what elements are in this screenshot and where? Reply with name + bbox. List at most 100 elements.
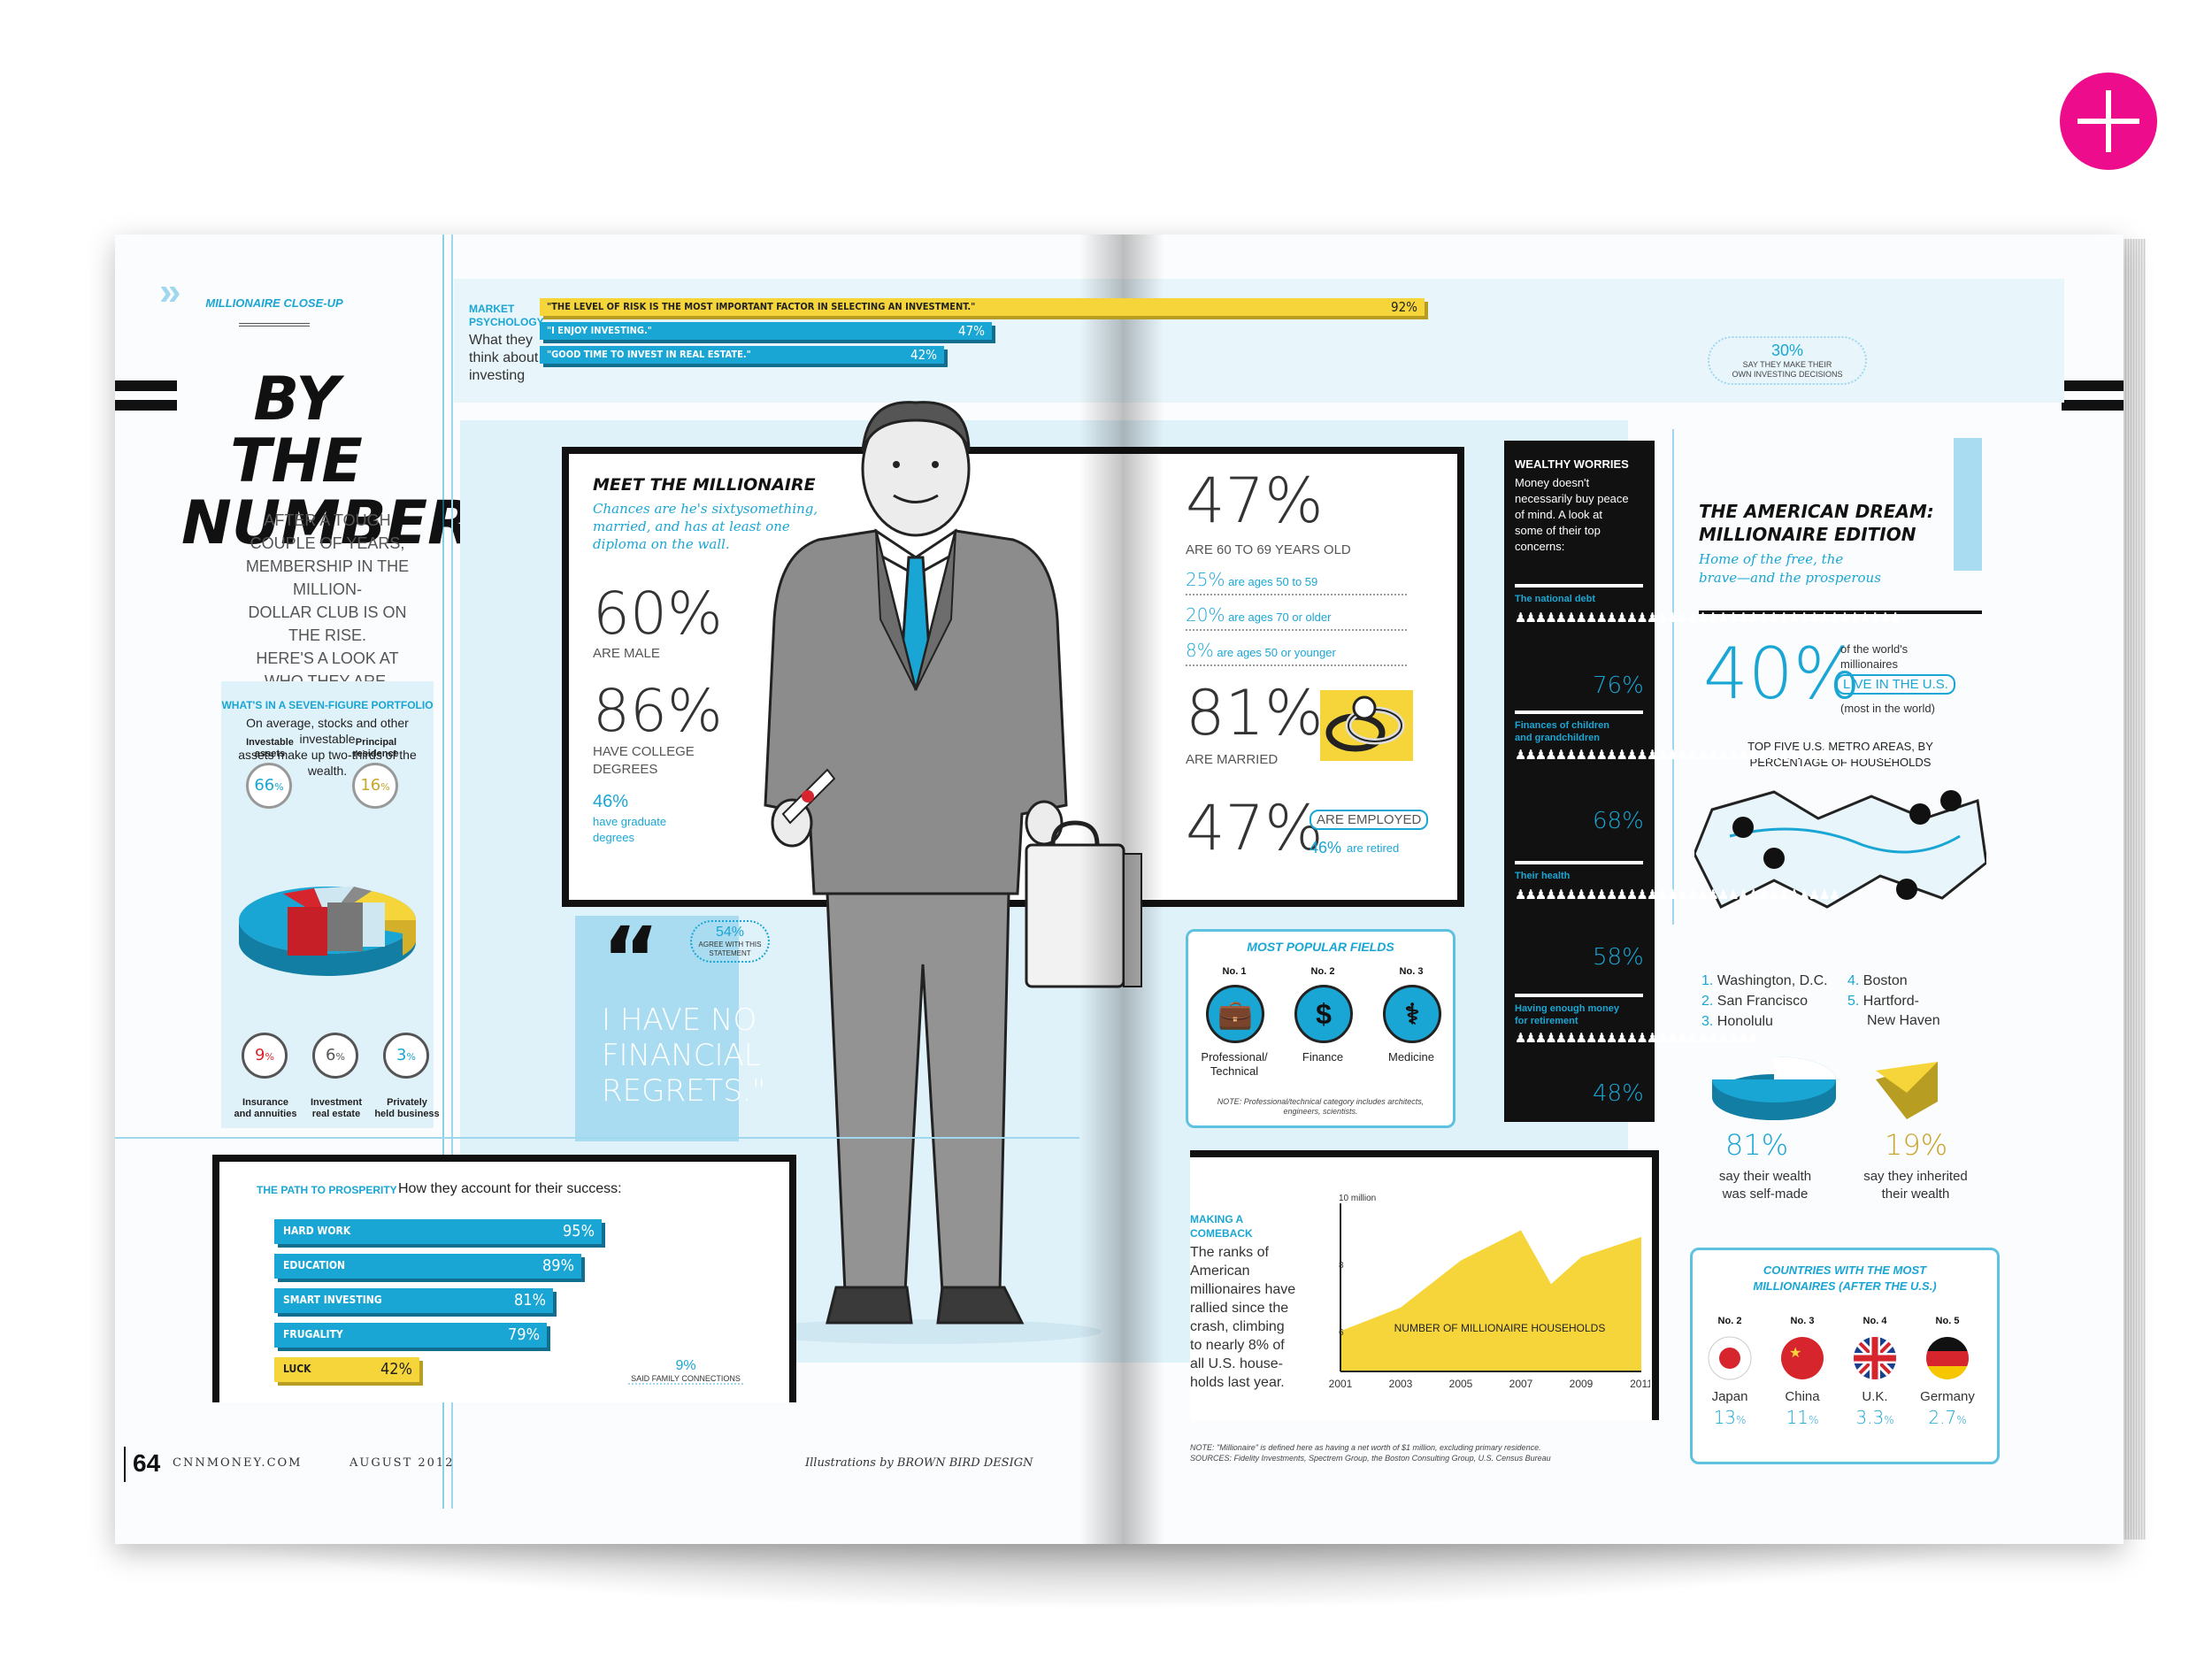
worry-label-line: Having enough money — [1515, 1003, 1619, 1014]
dream-of-world-line: of the world's — [1840, 642, 1909, 656]
path-note-value: 9% — [675, 1358, 696, 1373]
meet-subtitle-line: Chances are he's sixtysomething, — [593, 501, 818, 517]
country-pct-sign: % — [1884, 1414, 1894, 1426]
dream-live-label: LIVE IN THE U.S. — [1836, 674, 1955, 695]
country-value: 3.3% — [1839, 1407, 1910, 1428]
millionaire-illustration — [748, 401, 1142, 1344]
pie-slice-residence-side — [327, 920, 416, 956]
column-rule — [442, 234, 444, 1509]
age-label: are ages 50 or younger — [1213, 646, 1336, 659]
column-rule — [451, 234, 453, 1509]
spine-gutter — [1079, 234, 1164, 1544]
self-made-pie-icon — [1712, 1056, 1836, 1120]
comeback-subtitle-line: all U.S. house- — [1190, 1356, 1283, 1371]
path-bar-value: 79% — [508, 1325, 540, 1344]
path-bar-value: 89% — [542, 1256, 574, 1275]
comeback-subtitle-line: millionaires have — [1190, 1282, 1296, 1297]
worry-divider — [1515, 994, 1643, 997]
worry-label: Finances of children and grandchildren — [1515, 719, 1609, 744]
self-made-label-line: say their wealth — [1718, 1169, 1812, 1184]
portfolio-value-circle: 16% — [352, 763, 398, 809]
worry-value: 76% — [1593, 672, 1644, 699]
portfolio-segment-label-line: Principal — [355, 737, 397, 748]
country-pct-sign: % — [1956, 1414, 1967, 1426]
add-plus-button[interactable] — [2060, 73, 2157, 170]
path-bar: EDUCATION 89% — [274, 1254, 581, 1279]
fields-note: NOTE: Professional/technical category in… — [1186, 1097, 1455, 1117]
path-bar-value: 42% — [380, 1360, 412, 1379]
divider — [1699, 611, 1982, 614]
metro-number: 4. — [1847, 973, 1863, 988]
portfolio-pie-chart — [239, 887, 417, 976]
path-bar: LUCK 42% — [274, 1357, 419, 1382]
path-bar-label: FRUGALITY — [283, 1328, 343, 1340]
comeback-subtitle-line: American — [1190, 1263, 1250, 1279]
path-subtitle: How they account for their success: — [398, 1181, 622, 1196]
inherited-label-line: say they inherited — [1863, 1169, 1968, 1184]
page-stripe — [115, 400, 177, 411]
footer-site: CNNMONEY.COM — [173, 1456, 303, 1470]
fields-title: MOST POPULAR FIELDS — [1247, 940, 1394, 954]
portfolio-segment-label-line: assets — [254, 749, 286, 759]
svg-text:★: ★ — [1789, 1346, 1801, 1361]
market-bar-value: 42% — [910, 347, 937, 363]
market-note-text: SAY THEY MAKE THEIR OWN INVESTING DECISIO… — [1713, 360, 1862, 380]
field-rank: No. 1 — [1222, 966, 1247, 977]
worries-subtitle-line: Money doesn't — [1515, 476, 1590, 489]
market-bar-label: "GOOD TIME TO INVEST IN REAL ESTATE." — [547, 349, 751, 360]
male-label: ARE MALE — [593, 646, 660, 661]
portfolio-subtitle-line: On average, stocks and other investable — [246, 716, 409, 746]
path-bar-label: LUCK — [283, 1363, 311, 1375]
portfolio-value: 6 — [326, 1046, 336, 1064]
page-edges — [2124, 239, 2146, 1540]
employed-value: 47% — [1186, 792, 1324, 864]
age-label: are ages 50 to 59 — [1225, 575, 1318, 588]
metro-item: 2. San Francisco — [1701, 994, 1808, 1010]
quote-line: I HAVE NO — [602, 1002, 757, 1038]
market-label-line: PSYCHOLOGY — [469, 316, 544, 328]
country-rank: No. 4 — [1863, 1316, 1887, 1326]
portfolio-segment-label-line: and annuities — [234, 1109, 297, 1119]
market-subtitle-line: investing — [469, 368, 526, 383]
stethoscope-icon: ⚕ — [1383, 985, 1441, 1043]
country-rank: No. 2 — [1717, 1316, 1742, 1326]
agree-text-line: AGREE WITH THIS — [698, 941, 762, 949]
briefcase-icon: 💼 — [1206, 985, 1264, 1043]
self-made-label-line: was self-made — [1722, 1187, 1809, 1202]
comeback-label: MAKING A COMEBACK — [1190, 1212, 1253, 1240]
dream-big-value: 40% — [1703, 633, 1861, 715]
dream-subtitle-line: Home of the free, the — [1699, 551, 1844, 567]
people-icon: ♟♟♟♟♟♟♟♟♟♟♟♟♟♟♟♟♟♟♟♟♟♟♟♟ — [1515, 1031, 1760, 1046]
market-subtitle-line: What they — [469, 333, 534, 348]
page-stripe — [2062, 400, 2124, 411]
countries-title-line: COUNTRIES WITH THE MOST — [1763, 1263, 1927, 1277]
dream-most-label: (most in the world) — [1840, 702, 1935, 715]
field-rank: No. 2 — [1310, 966, 1335, 977]
country-value-number: 2.7 — [1928, 1407, 1957, 1428]
comeback-label-line: COMEBACK — [1190, 1227, 1253, 1240]
portfolio-subtitle-line: assets make up two-thirds of the wealth. — [238, 748, 417, 778]
metro-title-line: PERCENTAGE OF HOUSEHOLDS — [1749, 756, 1932, 769]
footer-note-line: SOURCES: Fidelity Investments, Spectrem … — [1190, 1454, 1551, 1463]
fields-note-line: NOTE: Professional/technical category in… — [1217, 1097, 1425, 1106]
country-rank: No. 3 — [1790, 1316, 1815, 1326]
dream-title: THE AMERICAN DREAM: MILLIONAIRE EDITION — [1699, 500, 1934, 546]
country-value-number: 13 — [1713, 1407, 1737, 1428]
agree-badge: 54% AGREE WITH THIS STATEMENT — [690, 920, 770, 963]
portfolio-pct-sign: % — [380, 781, 390, 793]
country-pct-sign: % — [1736, 1414, 1747, 1426]
portfolio-segment-label: Privately held business — [367, 1097, 447, 1120]
uk-flag-icon — [1853, 1336, 1897, 1380]
worry-divider — [1515, 710, 1643, 714]
market-bar-value: 47% — [958, 323, 985, 339]
grad-label-line: degrees — [593, 831, 634, 844]
retired-value: 46% — [1310, 839, 1342, 856]
chart-y-tick: 10 million — [1339, 1194, 1376, 1203]
field-label: Medicine — [1367, 1050, 1455, 1064]
field-rank: No. 3 — [1399, 966, 1424, 977]
worry-label-line: The national debt — [1515, 594, 1596, 604]
worry-label-line: Finances of children — [1515, 720, 1609, 731]
pie-slice-real-estate-block — [327, 902, 363, 951]
path-bar-label: EDUCATION — [283, 1259, 346, 1271]
comeback-label-line: MAKING A — [1190, 1213, 1244, 1225]
